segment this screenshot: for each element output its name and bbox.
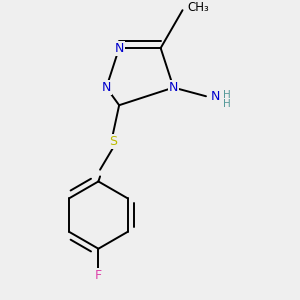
Text: N: N (169, 81, 178, 94)
Text: CH₃: CH₃ (188, 1, 209, 14)
Text: H: H (224, 90, 231, 100)
Text: S: S (109, 135, 117, 148)
Text: N: N (115, 42, 124, 55)
Text: F: F (95, 269, 102, 282)
Text: N: N (211, 90, 220, 103)
Text: H: H (224, 99, 231, 109)
Text: N: N (102, 81, 111, 94)
